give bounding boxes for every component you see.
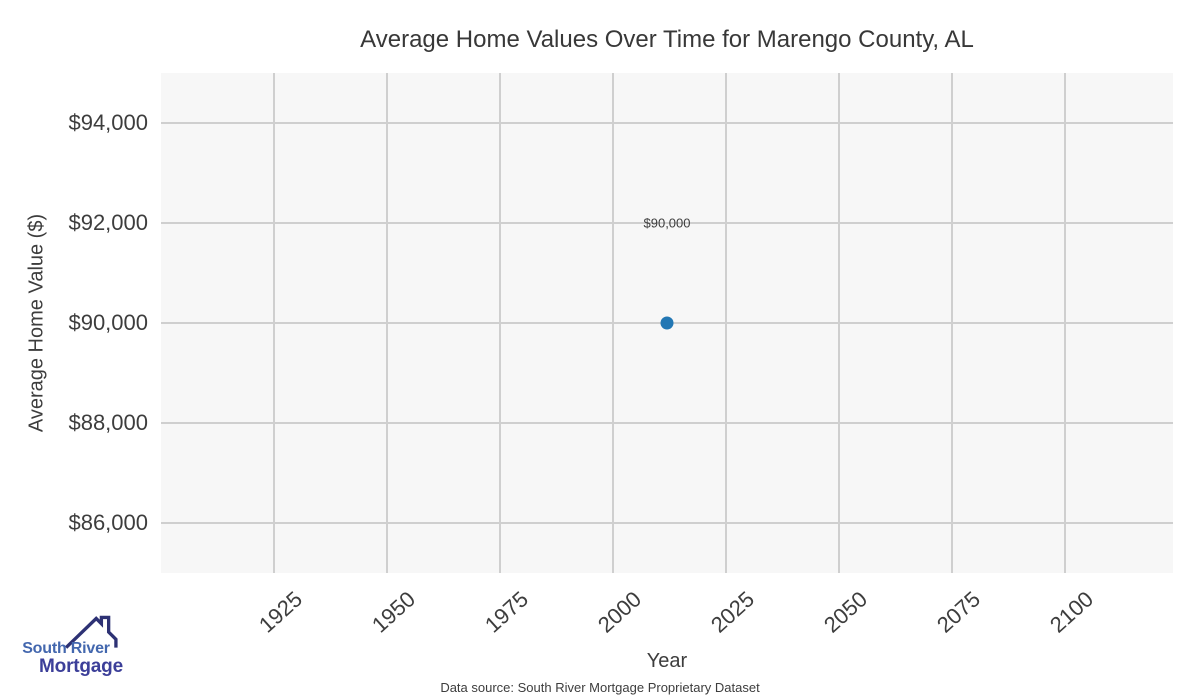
x-tick-label: 1975 xyxy=(479,586,533,638)
logo-south-river-mortgage: South River Mortgage xyxy=(12,612,152,688)
x-tick-label: 1925 xyxy=(253,586,307,638)
horizontal-gridline xyxy=(161,122,1173,124)
x-tick-label: 2100 xyxy=(1044,586,1098,638)
x-tick-label: 2075 xyxy=(931,586,985,638)
horizontal-gridline xyxy=(161,422,1173,424)
x-tick-label: 1950 xyxy=(366,586,420,638)
data-source-note: Data source: South River Mortgage Propri… xyxy=(440,680,760,695)
chart-title: Average Home Values Over Time for Mareng… xyxy=(360,26,974,53)
y-tick-label: $86,000 xyxy=(68,510,148,535)
y-tick-label: $94,000 xyxy=(68,110,148,135)
y-tick-label: $88,000 xyxy=(68,410,148,435)
x-tick-label: 2000 xyxy=(592,586,646,638)
y-tick-label: $92,000 xyxy=(68,210,148,235)
house-roof-icon xyxy=(64,615,118,649)
horizontal-gridline xyxy=(161,222,1173,224)
y-tick-label: $90,000 xyxy=(68,310,148,335)
logo-text-mortgage: Mortgage xyxy=(39,656,123,677)
x-tick-label: 2050 xyxy=(818,586,872,638)
logo-text-south-river: South River xyxy=(22,640,110,657)
x-tick-label: 2025 xyxy=(705,586,759,638)
data-point xyxy=(660,316,674,330)
point-annotation: $90,000 xyxy=(643,215,691,231)
x-axis-label: Year xyxy=(646,650,688,672)
y-axis-label: Average Home Value ($) xyxy=(25,213,48,433)
horizontal-gridline xyxy=(161,522,1173,524)
